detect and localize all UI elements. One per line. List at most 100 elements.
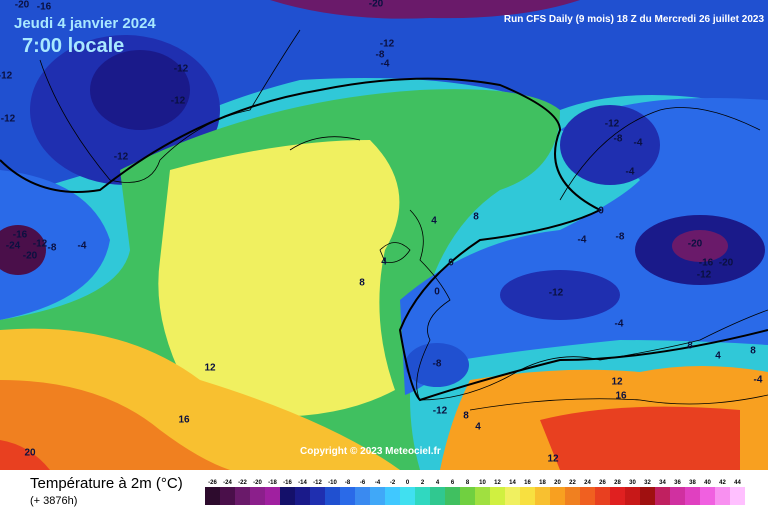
scale-tick-label: -14 xyxy=(298,480,307,486)
contour-label: -8 xyxy=(616,232,625,243)
contour-label: -20 xyxy=(719,258,734,269)
scale-swatch xyxy=(520,487,535,505)
scale-tick-label: 18 xyxy=(539,480,546,486)
date: Jeudi 4 janvier 2024 xyxy=(14,15,156,32)
contour-label: 0 xyxy=(598,206,604,217)
greenland-core xyxy=(90,50,190,130)
scale-tick-label: 10 xyxy=(479,480,486,486)
scale-tick-label: 20 xyxy=(554,480,561,486)
copyright: Copyright © 2023 Meteociel.fr xyxy=(300,446,441,457)
scale-tick-label: 44 xyxy=(734,480,741,486)
scale-tick-label: -18 xyxy=(268,480,277,486)
cold-region xyxy=(0,0,768,200)
scale-swatch xyxy=(460,487,475,505)
contour-label: -8 xyxy=(48,243,57,254)
contour-label: 0 xyxy=(448,258,454,269)
scale-swatch xyxy=(295,487,310,505)
scale-tick-label: 40 xyxy=(704,480,711,486)
contour-label: -20 xyxy=(15,0,30,11)
scale-swatch xyxy=(250,487,265,505)
scale-swatch xyxy=(715,487,730,505)
contour-label: 16 xyxy=(615,391,627,402)
contour-label: -12 xyxy=(171,96,186,107)
scale-swatch xyxy=(505,487,520,505)
scale-tick-label: -4 xyxy=(375,480,381,486)
south-hot xyxy=(0,380,230,470)
scale-tick-label: 42 xyxy=(719,480,726,486)
scale-tick-label: 2 xyxy=(421,480,425,486)
coastlines xyxy=(39,29,768,411)
scale-tick-label: -6 xyxy=(360,480,366,486)
scale-swatch xyxy=(655,487,670,505)
contour-label: -12 xyxy=(114,152,129,163)
contour-label: -8 xyxy=(433,359,442,370)
contour-label: 12 xyxy=(611,377,623,388)
contour-label: 16 xyxy=(178,415,190,426)
contour-label: 8 xyxy=(750,346,756,357)
scale-tick-label: 32 xyxy=(644,480,651,486)
contour-label: -12 xyxy=(0,71,13,82)
africa-hot xyxy=(540,406,740,470)
scale-tick-label: -12 xyxy=(313,480,322,486)
scale-swatch xyxy=(535,487,550,505)
scale-tick-label: -16 xyxy=(283,480,292,486)
scale-swatch xyxy=(685,487,700,505)
scale-swatch xyxy=(550,487,565,505)
contour-label: 12 xyxy=(204,363,216,374)
scale-swatch xyxy=(580,487,595,505)
canada-core xyxy=(0,225,46,275)
scale-tick-label: 34 xyxy=(659,480,666,486)
iberia-cold xyxy=(405,343,469,387)
footer-title: Température à 2m (°C) xyxy=(30,475,183,492)
scale-swatch xyxy=(220,487,235,505)
scale-tick-label: 30 xyxy=(629,480,636,486)
scale-tick-label: 12 xyxy=(494,480,501,486)
scale-swatch xyxy=(385,487,400,505)
scale-tick-label: 36 xyxy=(674,480,681,486)
contour-label: -4 xyxy=(754,375,763,386)
scale-tick-label: 16 xyxy=(524,480,531,486)
canada-cold xyxy=(0,170,110,320)
contour-label: 8 xyxy=(687,341,693,352)
contour-label: -4 xyxy=(78,241,87,252)
scale-tick-label: -24 xyxy=(223,480,232,486)
scale-swatch xyxy=(265,487,280,505)
contour-label: 8 xyxy=(473,212,479,223)
scale-swatch xyxy=(355,487,370,505)
contour-label: -8 xyxy=(614,134,623,145)
contour-label: 4 xyxy=(381,257,387,268)
scale-swatch xyxy=(625,487,640,505)
contour-label: -8 xyxy=(376,50,385,61)
contour-label: -12 xyxy=(380,39,395,50)
scale-swatch xyxy=(610,487,625,505)
contour-label: -20 xyxy=(369,0,384,10)
scale-tick-label: -8 xyxy=(345,480,351,486)
map: -20-16-20-12-8-4-12-12-12-12-12-16-24-12… xyxy=(0,0,768,471)
cold-core xyxy=(270,0,580,19)
local-time: 7:00 locale xyxy=(22,35,124,57)
contour-label: -12 xyxy=(33,239,48,250)
scale-tick-label: 38 xyxy=(689,480,696,486)
scale-swatch xyxy=(415,487,430,505)
scale-tick-label: -22 xyxy=(238,480,247,486)
contour-labels: -20-16-20-12-8-4-12-12-12-12-12-16-24-12… xyxy=(0,0,763,465)
scale-tick-label: -20 xyxy=(253,480,262,486)
contour-label: -24 xyxy=(6,241,21,252)
contour-label: -12 xyxy=(697,270,712,281)
freezing-line xyxy=(0,77,768,402)
contour-label: -12 xyxy=(433,406,448,417)
scale-tick-label: 22 xyxy=(569,480,576,486)
scale-swatch xyxy=(730,487,745,505)
scale-tick-label: 24 xyxy=(584,480,591,486)
contour-label: -12 xyxy=(549,288,564,299)
contour-label: 4 xyxy=(475,422,481,433)
scale-swatch xyxy=(595,487,610,505)
scale-tick-label: 26 xyxy=(599,480,606,486)
contour-label: -16 xyxy=(699,258,714,269)
scale-tick-label: -26 xyxy=(208,480,217,486)
contour-label: 8 xyxy=(359,278,365,289)
contour-label: 4 xyxy=(715,351,721,362)
contour-label: -20 xyxy=(688,239,703,250)
contour-label: -4 xyxy=(381,59,390,70)
